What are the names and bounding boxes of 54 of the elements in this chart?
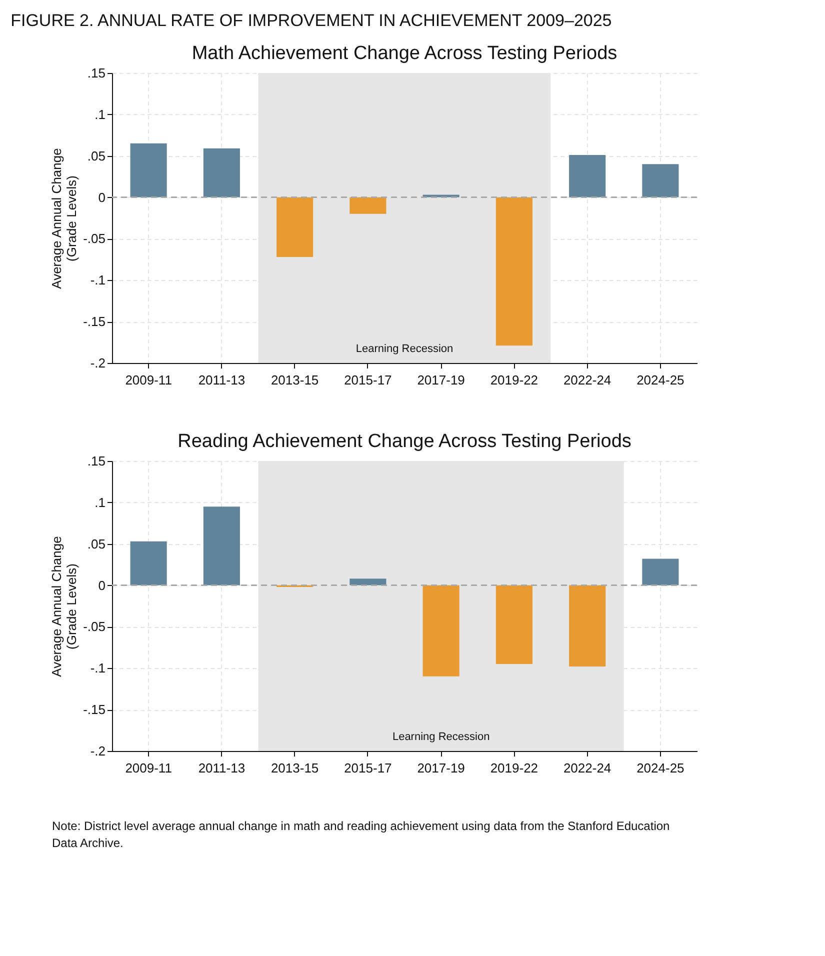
x-tick-label: 2015-17 [344,372,392,388]
x-tick-label: 2022-24 [563,760,612,776]
bar [569,585,606,666]
y-axis-title: Average Annual Change (Grade Levels) [49,148,80,289]
caption: FIGURE 2. ANNUAL RATE OF IMPROVEMENT IN ACHIEVEMENT 2009–2025 [10,11,612,30]
y-tick-label: -.05 [83,231,106,246]
bar [203,148,240,198]
x-tick-label: 2022-24 [563,372,612,388]
x-tick-label: 2017-19 [417,372,465,388]
y-tick-label: -.2 [90,356,106,370]
y-tick-label: -.15 [83,314,106,330]
band-label: Learning Recession [392,731,490,743]
x-tick-label: 2019-22 [490,760,538,776]
x-tick-label: 2013-15 [270,372,319,388]
y-tick-label: 0 [98,190,106,205]
y-tick-label: -.15 [83,702,106,718]
bar [642,164,679,198]
x-tick-label: 2011-13 [198,372,246,388]
bar [496,197,532,346]
band-label: Learning Recession [356,343,454,355]
x-tick-label: 2015-17 [344,760,392,776]
bar [569,155,606,198]
x-tick-label: 2009-11 [125,760,172,776]
bar [422,585,460,676]
text: Note: District level average annual change in math and reading achievement using data from the Stanford Education Data Archive. [52,819,670,850]
y-tick-label: .1 [94,494,106,510]
y-tick-label: 0 [98,578,106,593]
x-tick-label: 2009-11 [125,372,172,388]
bar [130,541,167,586]
bar [130,143,167,198]
y-tick-label: -.1 [90,272,106,288]
bar [350,578,386,586]
y-tick-label: .15 [87,454,106,468]
x-tick-label: 2019-22 [490,372,538,388]
bar [642,558,679,586]
y-axis-title: Average Annual Change (Grade Levels) [49,536,80,677]
bar [203,506,240,586]
y-tick-label: .05 [87,536,106,552]
chart-title: Reading Achievement Change Across Testing Periods [178,431,632,452]
x-tick-label: 2011-13 [198,760,246,776]
y-tick-label: -.05 [83,619,106,634]
chart-title: Math Achievement Change Across Testing Periods [192,43,618,64]
y-tick-label: -.1 [90,660,106,676]
y-tick-label: .05 [87,148,106,164]
y-tick-label: .15 [87,66,106,80]
bar [350,197,386,214]
x-tick-label: 2024-25 [636,760,684,776]
y-tick-label: -.2 [90,744,106,758]
x-tick-label: 2017-19 [417,760,465,776]
x-tick-label: 2013-15 [270,760,319,776]
bar [276,197,314,257]
bar [496,585,532,664]
x-tick-label: 2024-25 [636,372,684,388]
y-tick-label: .1 [94,106,106,122]
